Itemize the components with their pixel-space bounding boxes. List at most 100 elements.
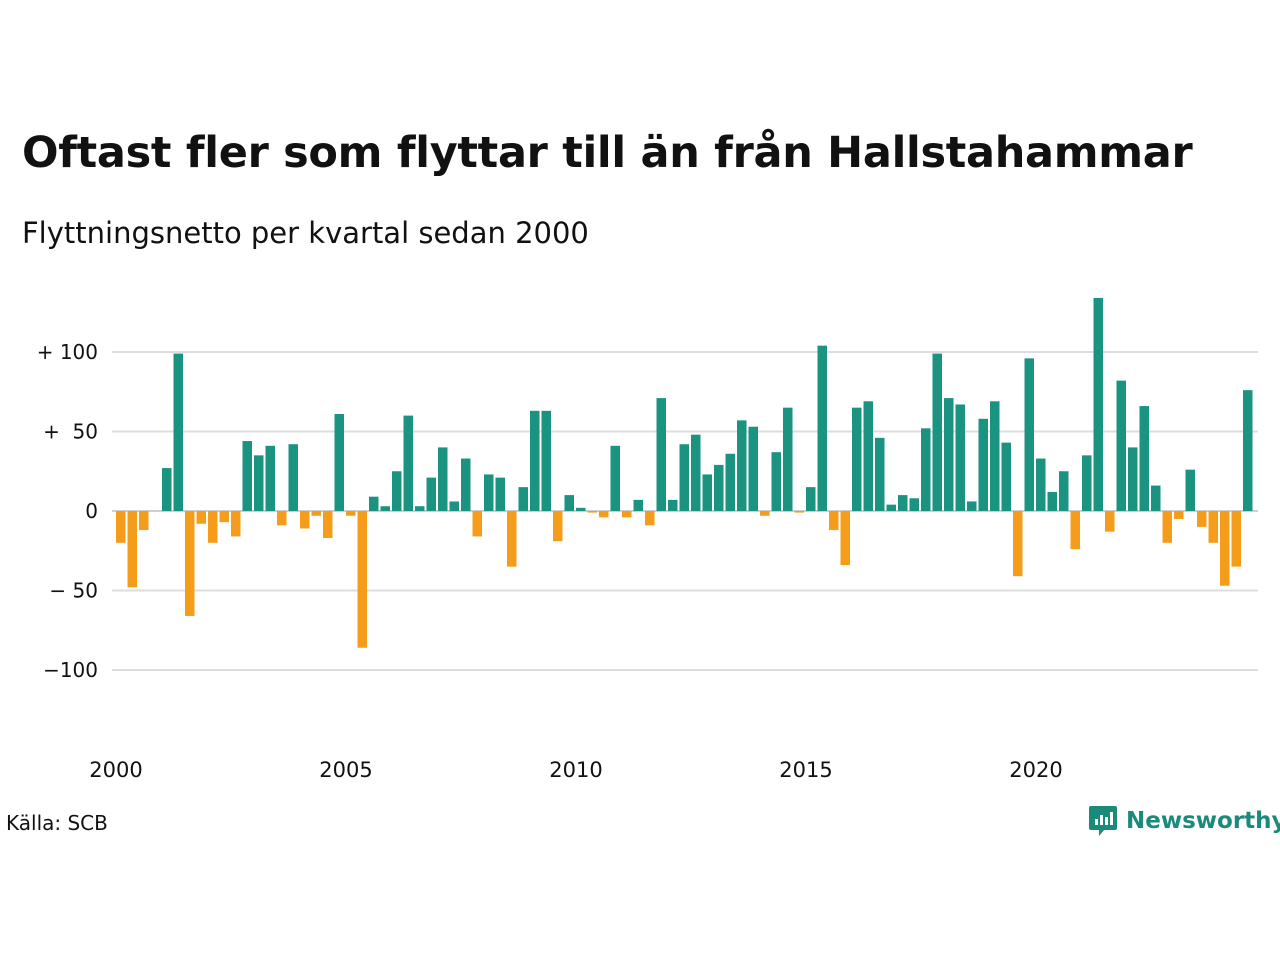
- bar: 2014 K3: 65: [783, 407, 793, 511]
- bar: 2010 K3: -4: [599, 511, 609, 518]
- bar: 2022 K1: 40: [1128, 447, 1138, 511]
- bar: 2009 K2: 63: [541, 410, 551, 511]
- bar: 2007 K2: 6: [449, 501, 459, 511]
- x-tick-label: 2010: [549, 758, 602, 782]
- source-note: Källa: SCB: [6, 811, 108, 835]
- y-tick-label: + 50: [43, 420, 98, 444]
- bar: 2003 K3: -9: [277, 511, 287, 526]
- bar: 2001 K1: 27: [162, 468, 172, 511]
- bar: 2002 K1: -20: [208, 511, 218, 543]
- bar: 2020 K4: -24: [1070, 511, 1080, 550]
- bar: 2002 K4: 44: [242, 441, 252, 511]
- brand-name: Newsworthy: [1126, 808, 1280, 834]
- bar: 2011 K3: -9: [645, 511, 655, 526]
- x-tick-label: 2000: [89, 758, 142, 782]
- bar: 2020 K3: 25: [1059, 471, 1069, 511]
- bar: 2021 K1: 35: [1082, 455, 1092, 511]
- bar: 2015 K3: -12: [829, 511, 839, 531]
- bar: 2022 K2: 66: [1139, 406, 1149, 511]
- bar: 2023 K1: -5: [1174, 511, 1184, 519]
- bar: 2009 K1: 63: [530, 410, 540, 511]
- bar: 2001 K2: 99: [173, 353, 183, 511]
- bar: 2019 K2: 43: [1001, 442, 1011, 511]
- bar: 2009 K3: -19: [553, 511, 563, 542]
- bar: 2005 K2: -86: [357, 511, 367, 648]
- bar: 2021 K3: -13: [1105, 511, 1115, 532]
- bar: 2017 K4: 99: [932, 353, 942, 511]
- y-tick-label: + 100: [37, 340, 98, 364]
- bar: 2004 K2: -3: [311, 511, 321, 516]
- bar: 2008 K2: 21: [495, 477, 505, 511]
- bar: 2007 K4: -16: [472, 511, 482, 537]
- bar: 2010 K4: 41: [610, 445, 620, 511]
- bar: 2005 K3: 9: [369, 496, 379, 511]
- bar: 2001 K4: -8: [196, 511, 206, 524]
- bar: 2015 K4: -34: [840, 511, 850, 566]
- bar: 2012 K4: 23: [702, 474, 712, 511]
- bar: 2007 K3: 33: [461, 458, 471, 511]
- bar: 2006 K3: 3: [415, 506, 425, 511]
- bar: 2023 K3: -10: [1197, 511, 1207, 527]
- bar: 2014 K4: -1: [794, 511, 804, 513]
- bar: 2008 K4: 15: [518, 487, 528, 511]
- bar: 2018 K4: 58: [978, 418, 988, 511]
- bar: 2000 K1: -20: [116, 511, 126, 543]
- bar: 2021 K4: 82: [1116, 380, 1126, 511]
- bar: 2017 K1: 10: [898, 495, 908, 511]
- bar: 2015 K1: 15: [806, 487, 816, 511]
- bar: 2008 K1: 23: [484, 474, 494, 511]
- bar: 2010 K1: 2: [576, 507, 586, 511]
- bar: 2006 K2: 60: [403, 415, 413, 511]
- brand-logo: Newsworthy: [1088, 804, 1280, 838]
- bar: 2020 K1: 33: [1036, 458, 1046, 511]
- bar: 2024 K3: 76: [1243, 390, 1253, 511]
- bar: 2013 K2: 36: [725, 453, 735, 511]
- bar: 2024 K1: -47: [1220, 511, 1230, 586]
- bar: 2023 K4: -20: [1208, 511, 1218, 543]
- bar: 2022 K3: 16: [1151, 485, 1161, 511]
- chart-subtitle: Flyttningsnetto per kvartal sedan 2000: [22, 216, 589, 250]
- bar: 2005 K4: 3: [380, 506, 390, 511]
- bar: 2021 K2: 134: [1093, 297, 1103, 511]
- bar: 2024 K2: -35: [1231, 511, 1241, 567]
- bar: 2018 K3: 6: [967, 501, 977, 511]
- bar: 2006 K1: 25: [392, 471, 402, 511]
- y-tick-label: − 50: [49, 579, 98, 603]
- bar: 2000 K2: -48: [127, 511, 137, 588]
- bar: 2013 K1: 29: [714, 464, 724, 511]
- bar: 2019 K3: -41: [1013, 511, 1023, 577]
- bar-chart: + 100 + 50 0 − 50 −100 2000 K1: -202000 K2: …: [37, 297, 1258, 782]
- bar: 2001 K3: -66: [185, 511, 195, 616]
- bar: 2015 K2: 104: [817, 345, 827, 511]
- bar: 2007 K1: 40: [438, 447, 448, 511]
- bar: 2019 K4: 96: [1024, 358, 1034, 511]
- bar: 2016 K2: 69: [863, 401, 873, 511]
- bar: 2018 K2: 67: [955, 404, 965, 511]
- bar: 2004 K4: 61: [334, 414, 344, 511]
- x-axis-ticks: 2000 2005 2010 2015 2020: [89, 758, 1062, 782]
- bar: 2020 K2: 12: [1047, 491, 1057, 511]
- bar: 2003 K2: 41: [265, 445, 275, 511]
- bar: 2002 K2: -7: [219, 511, 229, 523]
- x-tick-label: 2005: [319, 758, 372, 782]
- bar: 2011 K2: 7: [633, 499, 643, 511]
- y-axis-ticks: + 100 + 50 0 − 50 −100: [37, 340, 98, 682]
- chart-title: Oftast fler som flyttar till än från Hal…: [22, 128, 1193, 178]
- bar: 2004 K1: -11: [300, 511, 310, 529]
- bar: 2012 K3: 48: [691, 434, 701, 511]
- x-tick-label: 2020: [1009, 758, 1062, 782]
- bar: 2011 K4: 71: [656, 398, 666, 511]
- bar: 2016 K1: 65: [852, 407, 862, 511]
- bar: 2012 K1: 7: [668, 499, 678, 511]
- bar: 2000 K3: -12: [139, 511, 149, 531]
- bar: 2005 K1: -3: [346, 511, 356, 516]
- bars: 2000 K1: -202000 K2: -482000 K3: -12 2001…: [116, 297, 1253, 648]
- bar: 2022 K4: -20: [1162, 511, 1172, 543]
- bar: 2019 K1: 69: [990, 401, 1000, 511]
- x-tick-label: 2015: [779, 758, 832, 782]
- bar: 2003 K4: 42: [288, 444, 298, 511]
- bar: 2013 K4: 53: [748, 426, 758, 511]
- bar: 2017 K2: 8: [909, 498, 919, 511]
- y-tick-label: −100: [43, 658, 98, 682]
- bar: 2011 K1: -4: [622, 511, 632, 518]
